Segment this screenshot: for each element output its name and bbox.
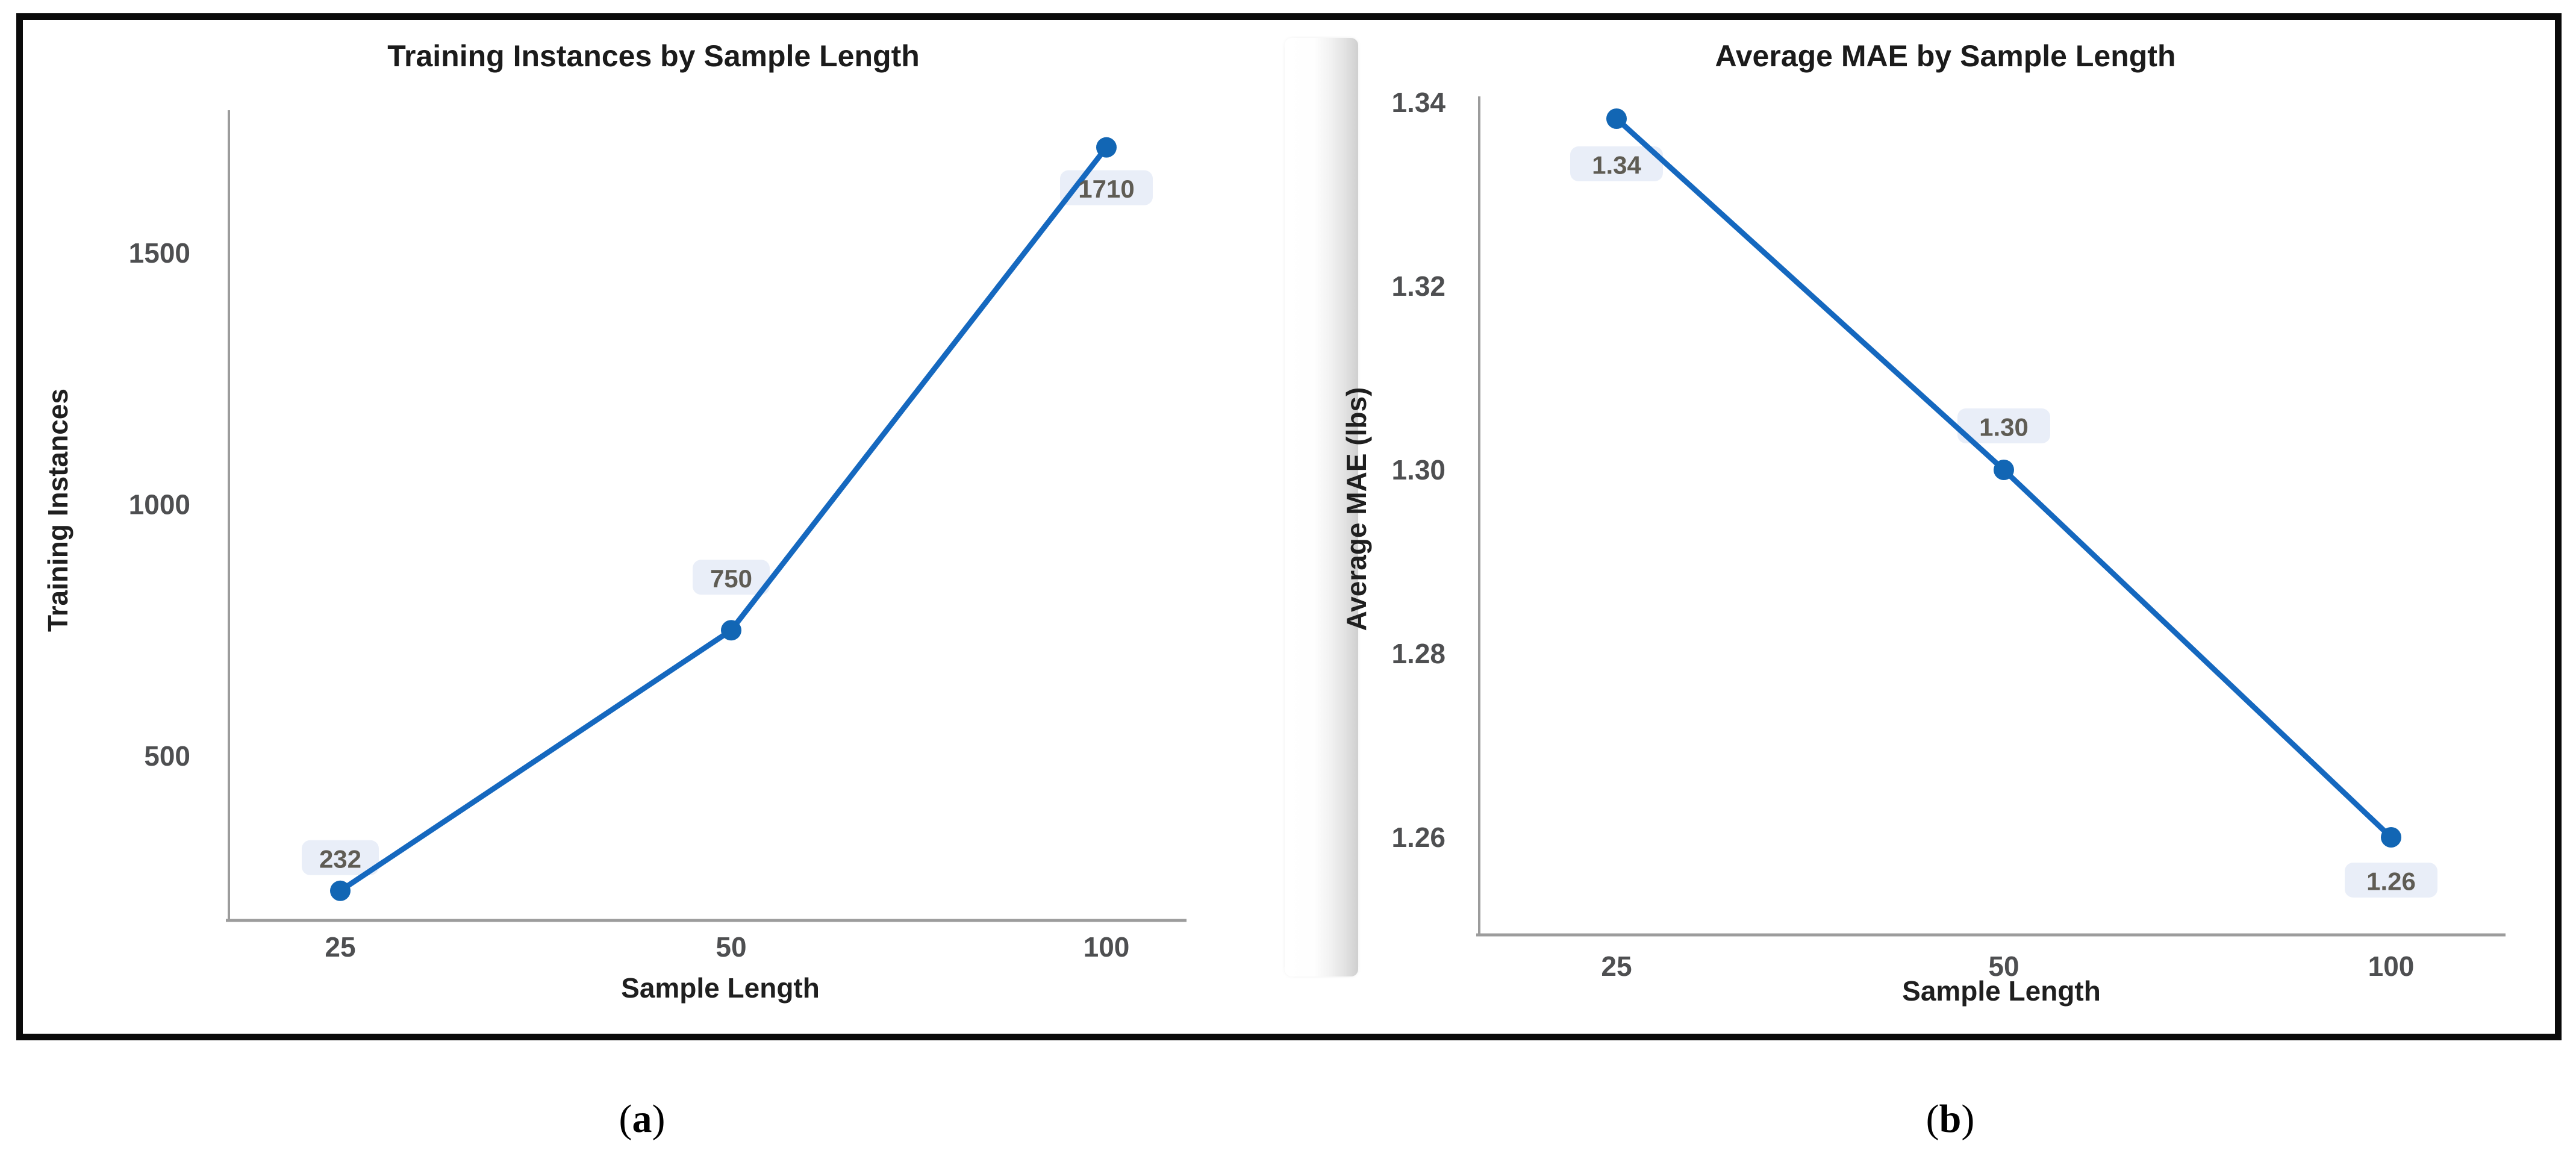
y-tick-label: 1500 xyxy=(129,237,190,269)
data-label-text: 232 xyxy=(319,845,361,873)
data-point xyxy=(721,620,741,641)
data-label-box xyxy=(2345,863,2437,898)
x-tick-label: 50 xyxy=(1988,951,2019,982)
y-tick-label: 1.30 xyxy=(1391,454,1445,486)
y-tick-label: 1.28 xyxy=(1391,638,1445,669)
y-tick-label: 1.34 xyxy=(1391,87,1445,118)
right-chart-plot: 1.26 1.28 1.30 1.32 1.34 25 50 100 1.34 1.30 1.26 xyxy=(1391,87,2506,982)
data-label-text: 1710 xyxy=(1078,175,1134,203)
data-label-text: 1.34 xyxy=(1592,151,1641,180)
right-chart-x-axis-label: Sample Length xyxy=(1902,975,2101,1007)
figure-border-box xyxy=(16,13,2562,1040)
subfigure-caption-a: (a) xyxy=(619,1096,666,1142)
left-chart-plot: 500 1000 1500 25 50 100 232 750 1710 xyxy=(129,110,1187,963)
data-point xyxy=(1096,137,1117,158)
right-chart-title: Average MAE by Sample Length xyxy=(1715,39,2176,73)
left-chart-x-axis-label: Sample Length xyxy=(621,972,820,1004)
x-tick-label: 50 xyxy=(716,931,746,963)
vertical-divider xyxy=(1285,38,1358,976)
data-label-box xyxy=(1957,408,2050,443)
caption-a-open-paren: ( xyxy=(619,1097,632,1141)
caption-a-close-paren: ) xyxy=(652,1097,666,1141)
left-chart-title: Training Instances by Sample Length xyxy=(387,39,920,73)
y-tick-label: 500 xyxy=(144,740,190,772)
data-point xyxy=(330,880,351,901)
y-tick-label: 1000 xyxy=(129,489,190,520)
caption-b-open-paren: ( xyxy=(1926,1097,1939,1141)
data-label-box xyxy=(693,560,770,595)
caption-a-letter: a xyxy=(632,1097,652,1141)
x-tick-label: 100 xyxy=(2368,951,2415,982)
data-label-box xyxy=(1570,146,1663,181)
data-label-text: 1.30 xyxy=(1979,413,2029,442)
x-tick-label: 25 xyxy=(325,931,355,963)
caption-b-close-paren: ) xyxy=(1961,1097,1975,1141)
y-tick-label: 1.32 xyxy=(1391,270,1445,302)
data-label-text: 750 xyxy=(710,564,752,593)
caption-b-letter: b xyxy=(1939,1097,1962,1141)
data-point xyxy=(2381,827,2401,848)
x-tick-label: 25 xyxy=(1601,951,1632,982)
data-point xyxy=(1994,460,2014,480)
y-tick-label: 1.26 xyxy=(1391,822,1445,853)
data-line xyxy=(337,145,1109,894)
x-tick-label: 100 xyxy=(1084,931,1130,963)
subfigure-caption-b: (b) xyxy=(1926,1096,1975,1142)
data-point xyxy=(1606,108,1627,129)
data-label-box xyxy=(302,840,379,875)
data-label-text: 1.26 xyxy=(2366,867,2416,896)
